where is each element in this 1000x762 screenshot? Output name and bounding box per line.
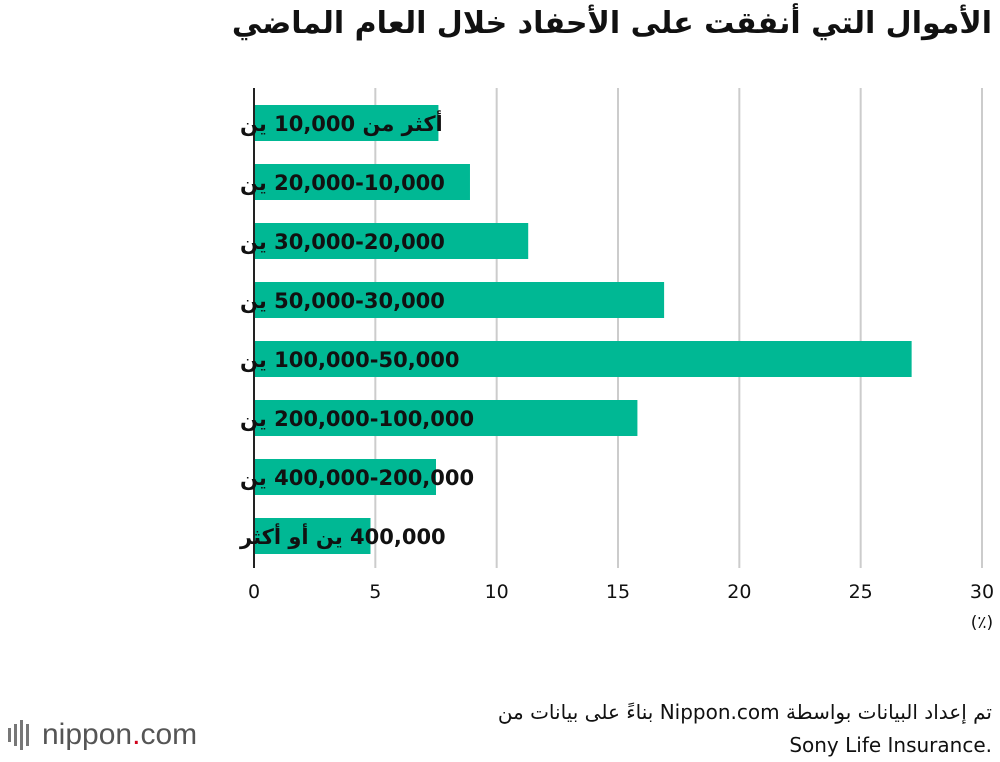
bar-3	[254, 282, 665, 318]
tick-label-0: 0	[248, 581, 260, 603]
tick-label-5: 25	[849, 581, 873, 603]
category-label-0: أكثر من 10,000 ين	[240, 109, 443, 136]
tick-label-3: 15	[606, 581, 630, 603]
bar-4	[254, 341, 912, 377]
chart-title: الأموال التي أنفقت على الأحفاد خلال العا…	[231, 6, 992, 41]
logo-tld: com	[140, 718, 198, 751]
category-label-1: 20,000-10,000 ين	[240, 171, 445, 195]
bar-1	[254, 164, 470, 200]
bar-6	[254, 459, 436, 495]
category-label-5: 200,000-100,000 ين	[240, 407, 474, 431]
unit-label: (٪)	[971, 613, 993, 633]
bar-2	[254, 223, 529, 259]
tick-label-6: 30	[970, 581, 994, 603]
bar-0	[254, 105, 439, 141]
nippon-logo[interactable]: nippon. com	[8, 718, 197, 752]
source-line-2: .Sony Life Insurance	[789, 733, 992, 757]
bar-5	[254, 400, 638, 436]
tick-label-1: 5	[369, 581, 381, 603]
tick-label-2: 10	[485, 581, 509, 603]
category-label-6: 400,000-200,000 ين	[240, 466, 474, 490]
tick-label-4: 20	[727, 581, 751, 603]
category-label-4: 100,000-50,000 ين	[240, 348, 460, 372]
category-label-2: 30,000-20,000 ين	[240, 230, 445, 254]
source-line-1: تم إعداد البيانات بواسطة Nippon.com بناء…	[497, 700, 992, 724]
bar-7	[254, 518, 371, 554]
category-label-3: 50,000-30,000 ين	[240, 289, 445, 313]
logo-name: nippon	[42, 718, 133, 751]
logo-dot: .	[132, 718, 141, 751]
source-note: تم إعداد البيانات بواسطة Nippon.com بناء…	[352, 696, 992, 762]
category-label-7: 400,000 ين أو أكثر	[239, 522, 446, 549]
bar-chart: أكثر من 10,000 ين 20,000-10,000 ين 30,000-…	[239, 88, 994, 633]
logo-bars-icon	[8, 720, 32, 750]
